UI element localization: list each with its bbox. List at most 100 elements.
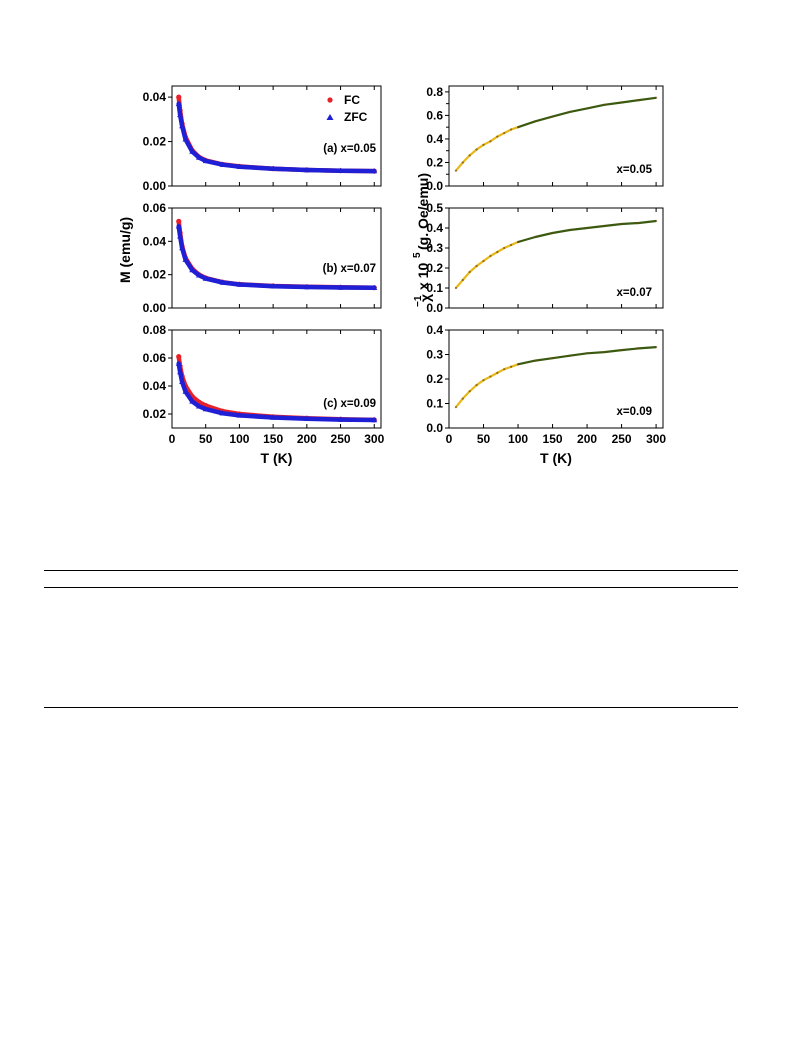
panel-2: 0.00 0.02 0.04 0.06 (b) x=0.07 xyxy=(143,201,382,315)
data-point xyxy=(620,348,623,352)
data-point xyxy=(534,120,537,123)
panel-label: (b) x=0.07 xyxy=(323,263,376,275)
x-tick-label: 250 xyxy=(331,432,351,446)
y-tick-label: 0.1 xyxy=(426,397,443,411)
data-point xyxy=(177,111,184,118)
data-point xyxy=(489,375,492,378)
plot-frame xyxy=(448,85,664,187)
panel-label: x=0.09 xyxy=(617,406,653,418)
y-tick-label: 0.6 xyxy=(426,108,443,122)
plot-frame xyxy=(171,85,382,187)
data-point xyxy=(219,161,226,167)
y-tick-label: 0.06 xyxy=(143,201,167,215)
data-point xyxy=(496,371,499,374)
data-point xyxy=(585,352,589,355)
data-point xyxy=(510,128,513,131)
data-point xyxy=(177,233,184,239)
y-tick-label: 0.2 xyxy=(426,261,443,275)
data-point xyxy=(189,148,196,154)
data-point xyxy=(503,246,506,250)
data-point xyxy=(195,403,202,409)
data-point xyxy=(534,235,537,239)
data-point xyxy=(654,96,658,99)
panel-label: x=0.07 xyxy=(617,287,653,299)
data-point xyxy=(654,219,658,223)
plot-frame xyxy=(171,329,382,429)
data-point xyxy=(468,154,471,157)
data-point xyxy=(585,107,589,110)
data-point xyxy=(620,222,623,226)
series-line xyxy=(455,240,519,289)
data-point xyxy=(603,224,606,228)
data-point xyxy=(202,157,209,164)
data-point xyxy=(176,354,182,360)
data-point xyxy=(182,256,189,262)
y-tick-label: 0.08 xyxy=(143,323,167,337)
x-tick-label: 250 xyxy=(612,432,632,446)
panel-5: 0.0 0.1 0.2 0.3 0.4 0.5 x=0.07 xyxy=(426,201,664,315)
panel-1: 0.00 0.02 0.04 (a) x=0.05 FC ZFC xyxy=(143,85,382,193)
x-tick-label: 50 xyxy=(199,432,213,446)
data-point xyxy=(303,415,310,421)
data-point xyxy=(270,414,277,420)
data-point xyxy=(337,416,344,422)
panel-label: (c) x=0.09 xyxy=(323,398,376,410)
series-line xyxy=(455,363,519,408)
data-point xyxy=(454,406,458,409)
series-segment-1 xyxy=(454,363,520,409)
data-point xyxy=(568,354,571,357)
data-point xyxy=(568,110,571,113)
left-y-axis-title: M (emu/g) xyxy=(117,217,133,283)
y-tick-label: 0.00 xyxy=(143,179,167,193)
x-axis-title: T (K) xyxy=(261,450,293,466)
data-point xyxy=(503,131,506,135)
y-tick-label: 0.00 xyxy=(143,301,167,315)
data-point xyxy=(475,384,478,387)
data-point xyxy=(303,284,310,290)
data-point xyxy=(189,267,196,273)
data-point xyxy=(496,250,499,254)
x-tick-label: 0 xyxy=(169,432,176,446)
x-tick-label: 0 xyxy=(446,432,453,446)
y-tick-label: 0.2 xyxy=(426,155,443,169)
data-point xyxy=(202,275,209,281)
right-y-title-minus-one: −1 xyxy=(413,295,424,307)
series-zfc xyxy=(175,223,378,291)
data-point xyxy=(461,161,464,164)
data-point xyxy=(202,406,209,412)
data-point xyxy=(468,390,471,393)
plot-frame xyxy=(448,207,664,309)
series-line xyxy=(455,126,519,172)
series-fc xyxy=(176,354,377,423)
x-tick-label: 200 xyxy=(297,432,317,446)
data-point xyxy=(236,163,243,169)
y-tick-label: 0.4 xyxy=(426,221,443,235)
data-point xyxy=(510,243,513,247)
series-line xyxy=(517,219,657,244)
y-tick-label: 0.02 xyxy=(143,268,167,282)
series-segment-2 xyxy=(516,219,658,244)
legend-label-fc: FC xyxy=(344,93,360,107)
y-tick-label: 0.02 xyxy=(143,135,167,149)
panel-label: x=0.05 xyxy=(617,164,653,176)
data-point xyxy=(468,270,471,274)
data-point xyxy=(637,347,640,350)
data-point xyxy=(219,410,226,416)
legend-marker-fc xyxy=(327,97,333,103)
right-y-title-exp: 5 xyxy=(412,252,423,258)
y-tick-label: 0.0 xyxy=(426,421,443,435)
y-tick-label: 0.06 xyxy=(143,351,167,365)
right-y-title-chi: χ xyxy=(417,294,433,302)
series-line xyxy=(517,346,657,366)
y-tick-label: 0.5 xyxy=(426,201,443,215)
x-tick-label: 200 xyxy=(577,432,597,446)
data-point xyxy=(496,135,499,138)
data-point xyxy=(482,379,485,382)
x-tick-label: 150 xyxy=(543,432,563,446)
data-point xyxy=(175,100,182,106)
data-point xyxy=(270,165,277,171)
series-zfc xyxy=(175,360,378,423)
table-rule-bottom xyxy=(44,707,738,708)
data-point xyxy=(175,223,182,229)
data-point xyxy=(637,99,640,102)
